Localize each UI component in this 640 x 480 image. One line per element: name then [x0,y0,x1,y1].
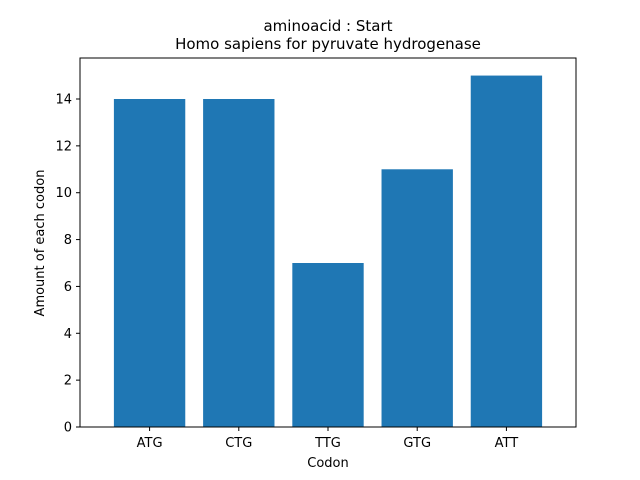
bar-atg [113,99,186,427]
x-tick-label: ATG [137,436,163,451]
y-tick-label: 6 [64,280,72,295]
chart-title: aminoacid : Start [263,17,392,35]
x-axis-label: Codon [307,456,348,471]
bar-att [470,75,543,428]
y-axis-label: Amount of each codon [33,170,48,317]
x-tick-label: CTG [225,436,252,451]
x-axis: ATG CTG TTG GTG ATT [137,427,519,451]
x-tick-label: ATT [495,436,519,451]
y-tick-label: 14 [55,93,72,108]
x-tick-label: GTG [403,436,431,451]
y-tick-label: 10 [55,186,72,201]
bar-gtg [381,169,453,428]
plot-frame [79,57,577,428]
bar-ttg [292,263,364,427]
bars-group [113,75,543,428]
y-axis: 0 2 4 6 8 10 12 14 [55,93,80,436]
y-tick-label: 0 [64,421,72,436]
y-tick-label: 12 [55,139,72,154]
chart-subtitle: Homo sapiens for pyruvate hydrogenase [175,35,481,53]
y-tick-label: 4 [64,327,72,342]
y-tick-label: 8 [64,233,72,248]
bar-ctg [203,99,275,427]
x-tick-label: TTG [314,436,341,451]
y-tick-label: 2 [64,374,72,389]
chart-title-group: aminoacid : Start Homo sapiens for pyruv… [175,17,481,53]
